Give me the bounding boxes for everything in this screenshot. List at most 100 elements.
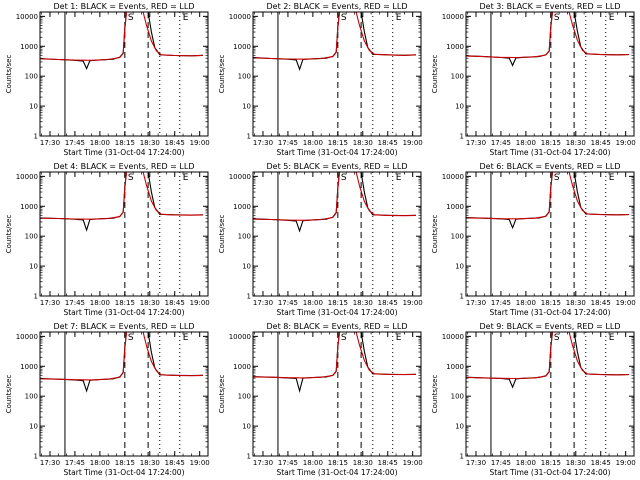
x-tick-label: 18:30: [566, 139, 586, 147]
y-tick-label: 1: [460, 133, 464, 141]
y-tick-label: 100: [451, 233, 464, 241]
x-axis-label: Start Time (31-Oct-04 17:24:00): [276, 148, 397, 157]
plot-frame: [252, 171, 422, 297]
lld-series-line: [466, 12, 630, 59]
x-tick-label: 19:00: [403, 459, 423, 467]
y-tick-label: 1: [460, 453, 464, 461]
x-tick-label: 18:45: [591, 139, 611, 147]
x-tick-label: 18:15: [115, 459, 135, 467]
plot-frame: [39, 11, 209, 137]
x-tick-label: 19:00: [190, 139, 210, 147]
x-axis-label: Start Time (31-Oct-04 17:24:00): [63, 308, 184, 317]
end-marker-label: E: [183, 333, 189, 343]
start-marker-label: S: [128, 13, 134, 23]
y-axis-label: Counts/sec: [431, 375, 439, 414]
x-tick-label: 18:30: [566, 299, 586, 307]
x-tick-label: 18:30: [140, 139, 160, 147]
x-tick-label: 17:30: [40, 459, 60, 467]
x-tick-label: 18:45: [591, 299, 611, 307]
x-tick-label: 18:45: [165, 459, 185, 467]
y-tick-label: 10000: [16, 13, 38, 21]
x-tick-label: 18:15: [115, 139, 135, 147]
y-tick-label: 1: [34, 293, 38, 301]
x-tick-label: 18:00: [516, 139, 536, 147]
y-tick-label: 100: [451, 73, 464, 81]
x-tick-label: 18:30: [353, 299, 373, 307]
y-axis-label: Counts/sec: [218, 375, 226, 414]
x-tick-label: 18:30: [140, 459, 160, 467]
y-tick-label: 10000: [229, 333, 251, 341]
x-axis-label: Start Time (31-Oct-04 17:24:00): [489, 148, 610, 157]
lld-series-line: [40, 172, 204, 220]
events-series-line: [466, 172, 630, 230]
x-tick-label: 17:30: [40, 299, 60, 307]
x-tick-label: 18:00: [90, 299, 110, 307]
y-tick-label: 1: [34, 133, 38, 141]
y-axis-label: Counts/sec: [431, 55, 439, 94]
chart-title: Det 7: BLACK = Events, RED = LLD: [54, 322, 195, 331]
y-tick-label: 10000: [229, 13, 251, 21]
events-series-line: [253, 12, 417, 71]
x-tick-label: 18:30: [566, 459, 586, 467]
y-tick-label: 1000: [233, 43, 251, 51]
y-tick-label: 10: [29, 103, 38, 111]
chart-title: Det 1: BLACK = Events, RED = LLD: [54, 2, 195, 11]
x-tick-label: 19:00: [616, 139, 636, 147]
y-axis-label: Counts/sec: [218, 215, 226, 254]
x-tick-label: 18:45: [378, 459, 398, 467]
chart-title: Det 2: BLACK = Events, RED = LLD: [267, 2, 408, 11]
events-series-line: [253, 172, 417, 233]
y-tick-label: 1000: [446, 203, 464, 211]
y-axis-label: Counts/sec: [5, 215, 13, 254]
plot-frame: [252, 11, 422, 137]
end-marker-label: E: [609, 13, 615, 23]
x-tick-label: 19:00: [616, 299, 636, 307]
y-tick-label: 100: [238, 393, 251, 401]
start-marker-label: S: [554, 333, 560, 343]
y-tick-label: 10: [455, 263, 464, 271]
events-series-line: [40, 332, 204, 393]
end-marker-label: E: [183, 173, 189, 183]
x-tick-label: 17:45: [65, 139, 85, 147]
x-tick-label: 17:45: [278, 299, 298, 307]
x-tick-label: 18:00: [90, 139, 110, 147]
x-tick-label: 18:45: [591, 459, 611, 467]
lld-series-line: [40, 12, 204, 61]
y-tick-label: 1: [247, 453, 251, 461]
x-tick-label: 18:15: [541, 139, 561, 147]
end-marker-label: E: [609, 173, 615, 183]
y-tick-label: 10: [29, 263, 38, 271]
chart-panel: S E 1 10 100 1000 10000 17:30 17:45 18:00 18:15 18:…: [5, 322, 210, 477]
x-tick-label: 18:45: [165, 299, 185, 307]
chart-panel: S E 1 10 100 1000 10000 17:30 17:45 18:00 18:15 18:…: [218, 2, 423, 157]
x-tick-label: 17:45: [278, 139, 298, 147]
x-tick-label: 17:30: [253, 139, 273, 147]
y-tick-label: 100: [25, 393, 38, 401]
end-marker-label: E: [609, 333, 615, 343]
chart-panel: S E 1 10 100 1000 10000 17:30 17:45 18:00 18:15 18:…: [431, 2, 636, 157]
y-tick-label: 1: [247, 133, 251, 141]
x-tick-label: 17:45: [278, 459, 298, 467]
events-series-line: [466, 332, 630, 389]
x-tick-label: 18:15: [328, 139, 348, 147]
start-marker-label: S: [128, 333, 134, 343]
y-tick-label: 10000: [442, 173, 464, 181]
x-axis-label: Start Time (31-Oct-04 17:24:00): [489, 308, 610, 317]
chart-title: Det 9: BLACK = Events, RED = LLD: [480, 322, 621, 331]
x-tick-label: 18:00: [303, 139, 323, 147]
y-tick-label: 1000: [20, 363, 38, 371]
x-tick-label: 18:00: [516, 299, 536, 307]
x-tick-label: 18:00: [303, 299, 323, 307]
x-axis-label: Start Time (31-Oct-04 17:24:00): [489, 468, 610, 477]
lld-series-line: [40, 332, 204, 381]
chart-panel: S E 1 10 100 1000 10000 17:30 17:45 18:00 18:15 18:…: [431, 162, 636, 317]
x-tick-label: 17:30: [466, 299, 486, 307]
x-tick-label: 17:45: [65, 299, 85, 307]
chart-title: Det 5: BLACK = Events, RED = LLD: [267, 162, 408, 171]
chart-title: Det 4: BLACK = Events, RED = LLD: [54, 162, 195, 171]
y-tick-label: 100: [451, 393, 464, 401]
end-marker-label: E: [183, 13, 189, 23]
start-marker-label: S: [341, 333, 347, 343]
x-tick-label: 18:45: [378, 139, 398, 147]
